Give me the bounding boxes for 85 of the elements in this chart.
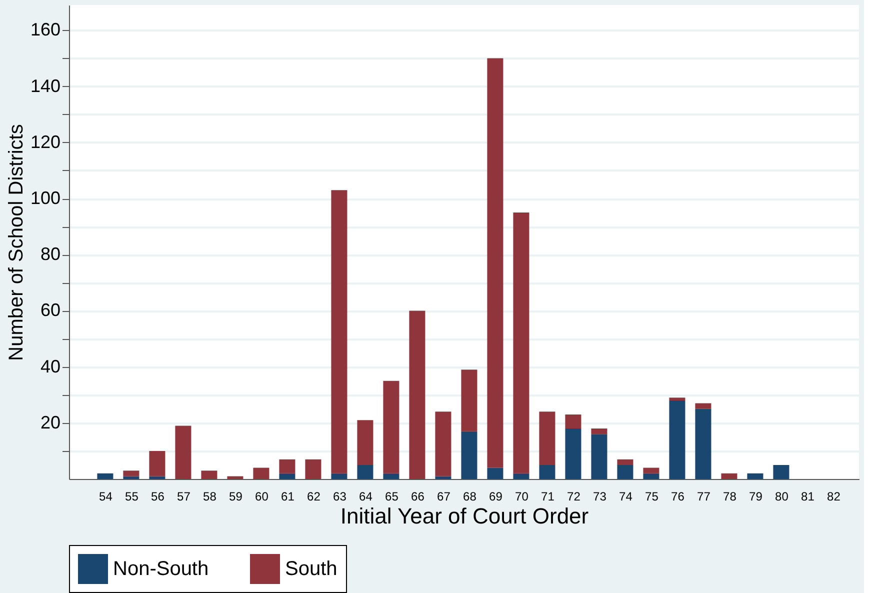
bar [435, 476, 452, 479]
bar [565, 428, 582, 479]
bar [591, 428, 608, 434]
x-tick-label: 56 [151, 490, 165, 504]
bar [383, 380, 400, 474]
bar [123, 470, 140, 476]
bar [617, 464, 634, 479]
x-tick-label: 73 [593, 490, 607, 504]
x-tick-label: 57 [177, 490, 191, 504]
x-tick-label: 55 [125, 490, 139, 504]
bar [487, 468, 504, 479]
x-tick-label: 60 [255, 490, 269, 504]
bar [721, 473, 738, 479]
x-tick-label: 54 [99, 490, 113, 504]
bar [435, 412, 452, 476]
bar [201, 470, 218, 479]
bar [539, 464, 556, 479]
x-tick-label: 70 [515, 490, 529, 504]
x-tick-label: 72 [567, 490, 581, 504]
bar [383, 473, 400, 479]
y-tick-label: 60 [40, 300, 60, 320]
x-tick-label: 65 [385, 490, 399, 504]
x-tick-label: 61 [281, 490, 295, 504]
x-tick-label: 64 [359, 490, 373, 504]
bar [149, 476, 166, 479]
y-tick-label: 140 [30, 76, 60, 96]
bar [461, 370, 478, 432]
bar [695, 403, 712, 409]
x-tick-label: 58 [203, 490, 217, 504]
bar [643, 468, 660, 474]
y-tick-label: 100 [30, 188, 60, 208]
x-tick-label: 79 [749, 490, 763, 504]
bar [565, 414, 582, 429]
bar [357, 464, 374, 479]
x-tick-label: 63 [333, 490, 347, 504]
bar [97, 473, 114, 479]
x-tick-label: 59 [229, 490, 243, 504]
y-tick-label: 20 [40, 412, 60, 432]
legend-label: South [285, 558, 338, 580]
x-tick-label: 69 [489, 490, 503, 504]
y-axis-title: Number of School Districts [5, 124, 28, 361]
x-tick-label: 62 [307, 490, 321, 504]
bar [279, 459, 296, 474]
bar [695, 408, 712, 479]
bar [149, 450, 166, 476]
bar [513, 473, 530, 479]
bar [331, 190, 348, 474]
x-tick-label: 80 [775, 490, 789, 504]
bar [253, 468, 270, 479]
legend-label: Non-South [113, 558, 209, 580]
y-tick-label: 40 [40, 356, 60, 376]
bar [305, 459, 322, 479]
bar [123, 476, 140, 479]
bar [175, 426, 192, 479]
bar [487, 58, 504, 468]
bar [643, 473, 660, 479]
bar [409, 310, 426, 479]
bar [331, 473, 348, 479]
y-tick-label: 160 [30, 20, 60, 40]
x-tick-label: 71 [541, 490, 555, 504]
x-tick-label: 74 [619, 490, 633, 504]
bar [617, 459, 634, 465]
x-tick-label: 76 [671, 490, 685, 504]
bar [747, 473, 764, 479]
x-tick-label: 82 [827, 490, 841, 504]
bar [513, 212, 530, 474]
x-tick-label: 66 [411, 490, 425, 504]
x-tick-label: 81 [801, 490, 815, 504]
x-tick-label: 75 [645, 490, 659, 504]
bar [669, 398, 686, 400]
bar [461, 431, 478, 479]
bar [357, 420, 374, 465]
x-tick-label: 77 [697, 490, 711, 504]
bar [227, 476, 244, 479]
bar [539, 412, 556, 465]
bar [669, 400, 686, 479]
bar [773, 464, 790, 479]
x-tick-label: 78 [723, 490, 737, 504]
x-axis-title: Initial Year of Court Order [340, 504, 589, 528]
x-tick-label: 68 [463, 490, 477, 504]
bar [279, 473, 296, 479]
bar [591, 434, 608, 479]
y-tick-label: 80 [40, 244, 60, 264]
x-tick-label: 67 [437, 490, 451, 504]
y-tick-label: 120 [30, 132, 60, 152]
